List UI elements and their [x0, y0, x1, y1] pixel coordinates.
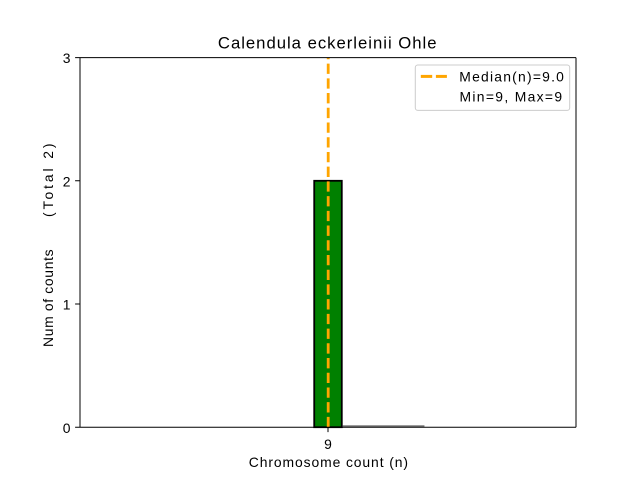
svg-text:2: 2	[63, 173, 71, 189]
svg-text:Min=9, Max=9: Min=9, Max=9	[460, 89, 563, 105]
svg-text:Calendula eckerleinii Ohle: Calendula eckerleinii Ohle	[218, 33, 437, 52]
svg-text:1: 1	[63, 297, 71, 313]
svg-text:3: 3	[63, 50, 71, 66]
svg-text:Chromosome count (n): Chromosome count (n)	[249, 454, 408, 470]
svg-text:Num of counts: Num of counts	[40, 249, 56, 347]
svg-text:0: 0	[63, 420, 71, 436]
svg-text:(Total 2): (Total 2)	[40, 143, 56, 217]
svg-text:9: 9	[324, 436, 332, 452]
svg-text:Median(n)=9.0: Median(n)=9.0	[459, 69, 564, 85]
